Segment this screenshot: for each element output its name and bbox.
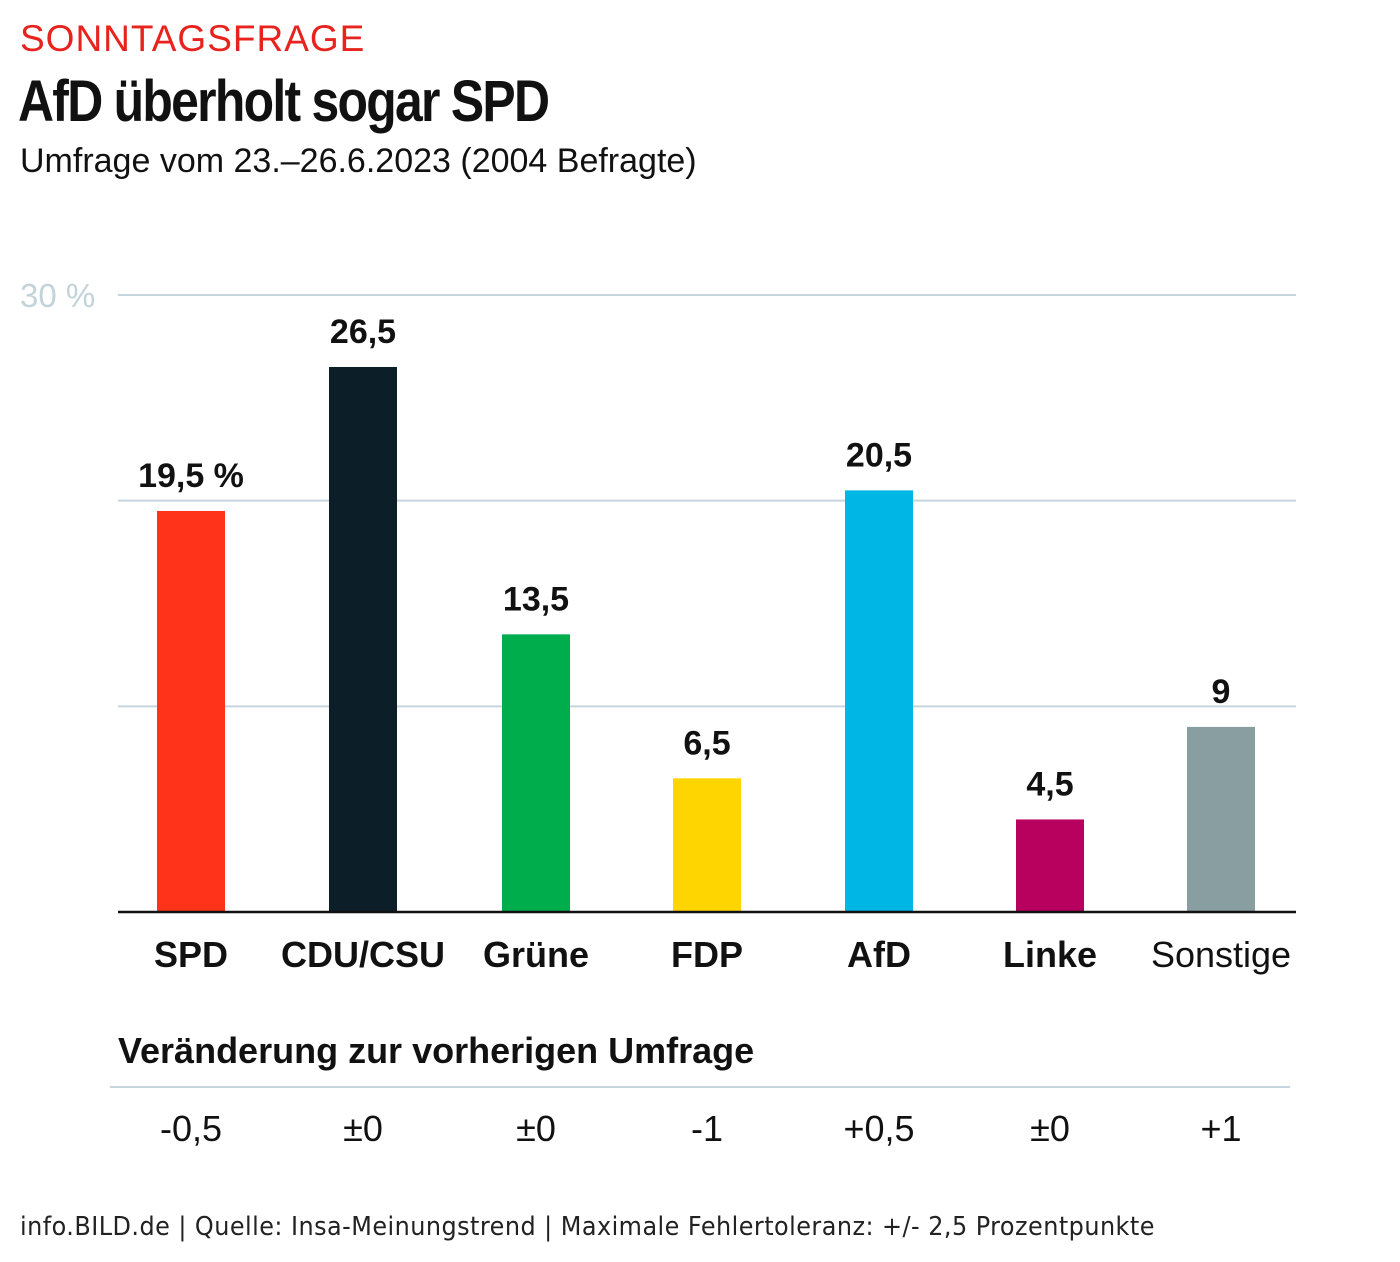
chart-title: AfD überholt sogar SPD (18, 69, 550, 134)
changes-divider (110, 1086, 1290, 1088)
x-tick-label-2: Grüne (483, 934, 589, 975)
kicker: SONNTAGSFRAGE (20, 18, 366, 59)
data-label-6: 9 (1212, 673, 1231, 711)
x-tick-label-4: AfD (847, 934, 911, 975)
bar-5 (1016, 819, 1084, 912)
bar-3 (673, 778, 741, 912)
change-value-4: +0,5 (843, 1108, 915, 1149)
changes-title: Veränderung zur vorherigen Umfrage (118, 1030, 755, 1071)
change-value-0: -0,5 (159, 1108, 223, 1149)
change-value-5: ±0 (1030, 1108, 1070, 1149)
x-tick-label-6: Sonstige (1151, 934, 1291, 975)
change-value-2: ±0 (516, 1108, 556, 1149)
y-tick-label: 30 % (20, 277, 95, 314)
change-value-1: ±0 (343, 1108, 383, 1149)
chart-subtitle: Umfrage vom 23.–26.6.2023 (2004 Befragte… (20, 142, 697, 180)
data-label-1: 26,5 (330, 313, 396, 351)
x-tick-label-1: CDU/CSU (281, 934, 445, 975)
bar-4 (845, 490, 913, 912)
x-tick-label-3: FDP (671, 934, 743, 975)
data-label-5: 4,5 (1026, 765, 1073, 803)
data-label-2: 13,5 (503, 580, 569, 618)
data-label-0: 19,5 % (138, 457, 244, 495)
data-label-3: 6,5 (683, 724, 730, 762)
bar-1 (329, 366, 397, 912)
bar-0 (157, 510, 225, 912)
x-tick-label-5: Linke (1003, 934, 1097, 975)
change-value-3: -1 (690, 1108, 723, 1149)
footer-source: info.BILD.de | Quelle: Insa-Meinungstren… (20, 1212, 1155, 1242)
bar-2 (502, 634, 570, 912)
bar-chart: 30 % 19,5 % SPD 26,5 CDU/CSU 13,5 Grüne 6,5 FDP 2… (20, 277, 1296, 975)
x-tick-label-0: SPD (154, 934, 228, 975)
bar-6 (1187, 726, 1255, 912)
data-label-4: 20,5 (846, 436, 912, 474)
change-value-6: +1 (1200, 1108, 1242, 1149)
